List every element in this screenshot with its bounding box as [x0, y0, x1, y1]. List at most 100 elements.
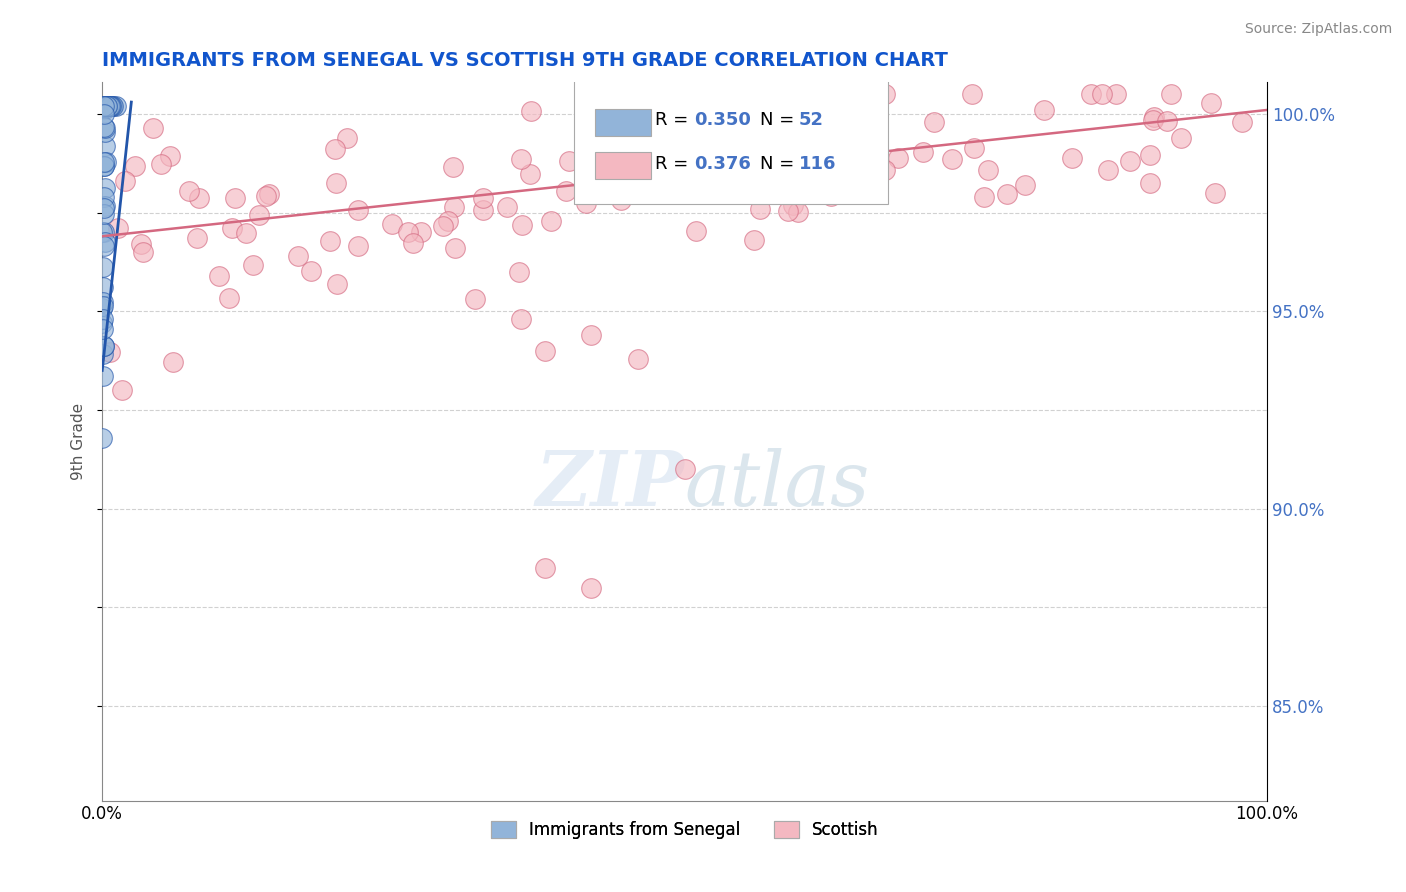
Point: [93, 120, 115, 135]
Point: [873, 163, 896, 178]
Point: [868, 165, 890, 179]
Point: [409, 225, 432, 239]
Point: [93, 139, 115, 153]
Point: [107, 220, 129, 235]
Point: [93, 102, 115, 116]
Point: [402, 235, 425, 250]
Point: [520, 103, 543, 118]
Point: [325, 176, 347, 190]
Point: [778, 204, 800, 219]
FancyBboxPatch shape: [595, 152, 651, 179]
Point: [875, 87, 897, 102]
Point: [299, 264, 322, 278]
Text: ZIP: ZIP: [536, 448, 685, 522]
Point: [100, 99, 122, 113]
Point: [912, 145, 935, 160]
Point: [93, 338, 115, 352]
Point: [707, 146, 730, 161]
Point: [91, 431, 114, 445]
Point: [682, 97, 704, 112]
Point: [827, 172, 849, 186]
Point: [96, 99, 118, 113]
Point: [603, 144, 626, 158]
Point: [96, 99, 118, 113]
Point: [93, 239, 115, 253]
Point: [94, 121, 117, 136]
Point: [208, 269, 231, 284]
Point: [94, 102, 117, 116]
Point: [97, 99, 120, 113]
Point: [162, 355, 184, 369]
Point: [325, 143, 347, 157]
Point: [742, 233, 765, 247]
Point: [555, 184, 578, 198]
Point: [804, 147, 827, 161]
Y-axis label: 9th Grade: 9th Grade: [72, 403, 86, 480]
Point: [519, 167, 541, 181]
Point: [346, 239, 368, 253]
Point: [1119, 154, 1142, 169]
Point: [91, 280, 114, 294]
Point: [922, 114, 945, 128]
Point: [1142, 112, 1164, 127]
Text: N =: N =: [761, 112, 800, 129]
Point: [574, 139, 596, 153]
Point: [581, 327, 603, 342]
Point: [610, 194, 633, 208]
Point: [124, 159, 146, 173]
Point: [1204, 186, 1226, 200]
Point: [1143, 110, 1166, 124]
Point: [624, 87, 647, 102]
Point: [100, 99, 122, 113]
Point: [973, 189, 995, 203]
Point: [96, 99, 118, 113]
Point: [441, 160, 464, 174]
Point: [1105, 87, 1128, 102]
Point: [1091, 87, 1114, 102]
Point: [179, 184, 201, 198]
Point: [627, 351, 650, 366]
Point: [94, 99, 117, 113]
Point: [129, 237, 152, 252]
Point: [381, 217, 404, 231]
Point: [600, 177, 623, 191]
Point: [93, 201, 115, 215]
Point: [941, 153, 963, 167]
Point: [533, 561, 555, 575]
Point: [91, 225, 114, 239]
Point: [852, 160, 875, 174]
Point: [96, 155, 118, 169]
Point: [98, 344, 121, 359]
Text: 0.376: 0.376: [695, 154, 751, 172]
Legend: Immigrants from Senegal, Scottish: Immigrants from Senegal, Scottish: [484, 814, 886, 847]
Point: [995, 186, 1018, 201]
Point: [96, 99, 118, 113]
Point: [685, 224, 707, 238]
Point: [688, 153, 710, 168]
Point: [796, 160, 818, 174]
Point: [787, 205, 810, 219]
Point: [93, 339, 115, 353]
Point: [1080, 87, 1102, 102]
Point: [510, 218, 533, 232]
Point: [575, 196, 598, 211]
Point: [664, 136, 686, 151]
Point: [664, 107, 686, 121]
Point: [1032, 103, 1054, 118]
Text: 52: 52: [799, 112, 824, 129]
Point: [823, 186, 845, 201]
Point: [432, 219, 454, 233]
Point: [159, 148, 181, 162]
Point: [97, 99, 120, 113]
Point: [224, 191, 246, 205]
Point: [464, 293, 486, 307]
Point: [1060, 151, 1083, 165]
Point: [319, 234, 342, 248]
Point: [100, 99, 122, 113]
Text: IMMIGRANTS FROM SENEGAL VS SCOTTISH 9TH GRADE CORRELATION CHART: IMMIGRANTS FROM SENEGAL VS SCOTTISH 9TH …: [103, 51, 948, 70]
Point: [887, 152, 910, 166]
Point: [111, 383, 134, 397]
Text: 116: 116: [799, 154, 837, 172]
Point: [94, 199, 117, 213]
Point: [443, 200, 465, 214]
